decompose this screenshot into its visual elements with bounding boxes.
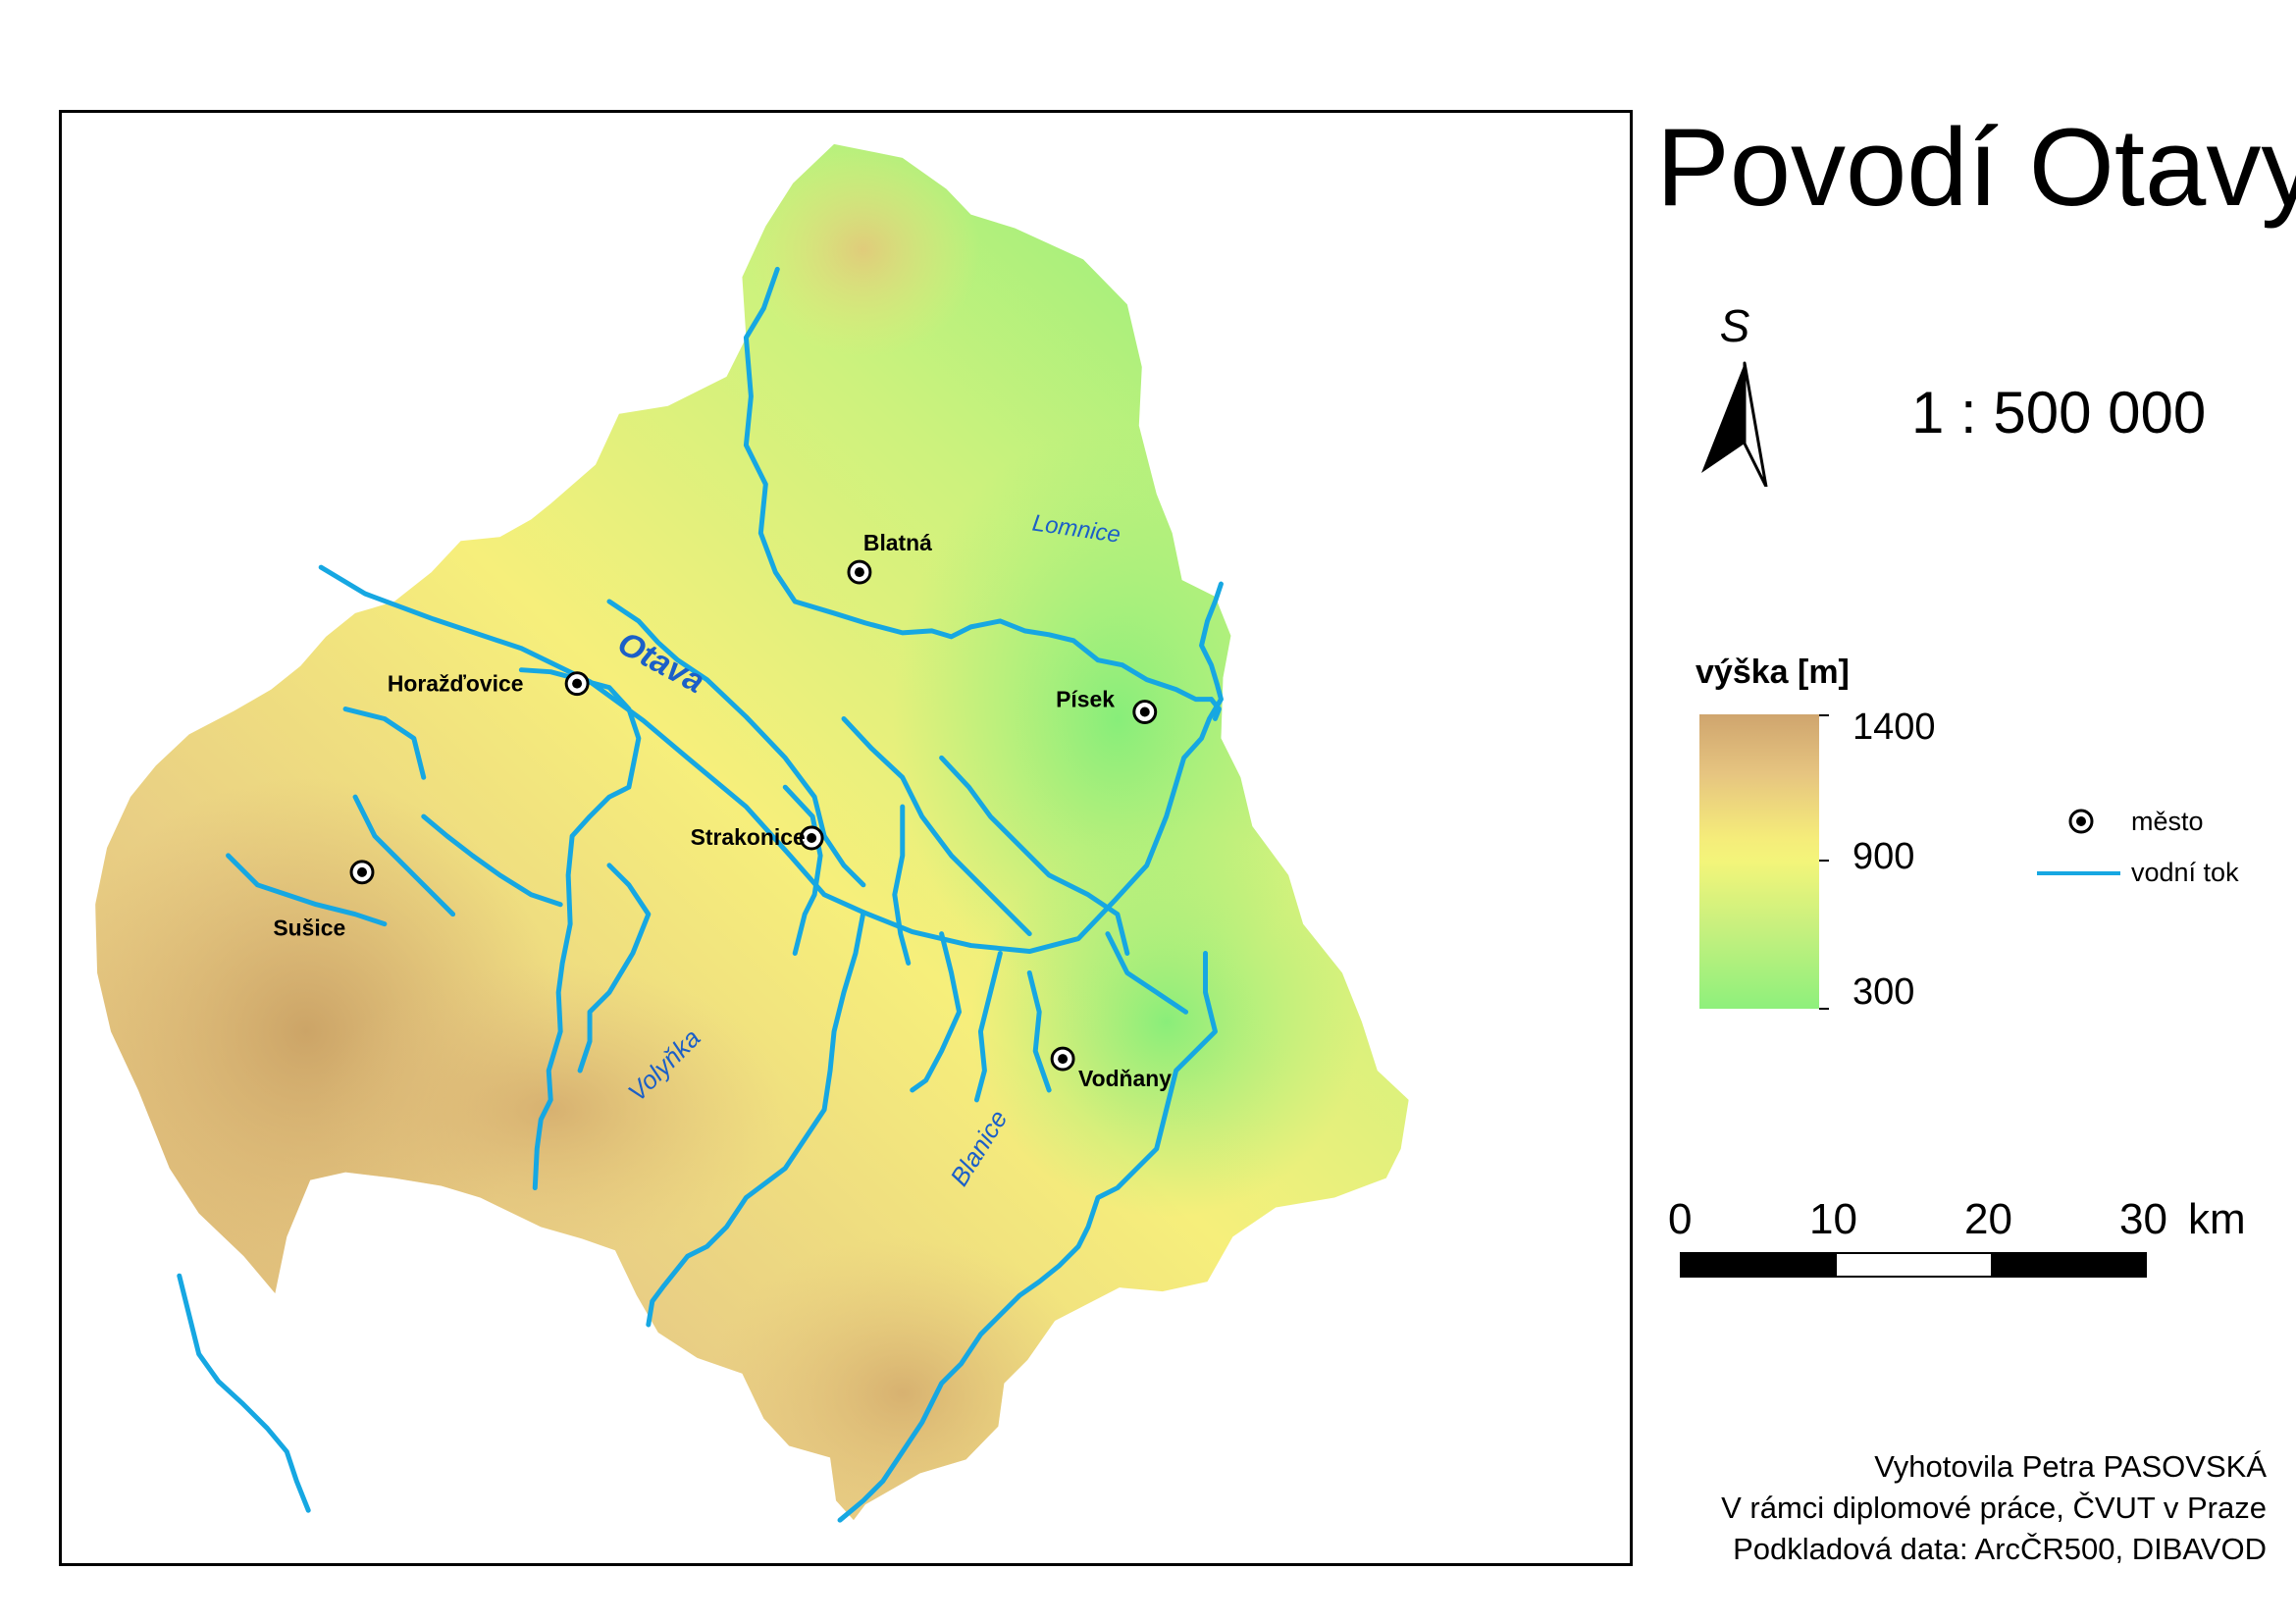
river-trib-2 [782, 784, 823, 957]
city-label-strakonice: Strakonice [691, 824, 806, 850]
river-otava [318, 564, 1224, 955]
river-volynka [518, 667, 642, 1191]
river-trib-7 [342, 707, 427, 780]
scale-unit: km [2188, 1195, 2246, 1243]
city-label-vodnany: Vodňany [1078, 1066, 1172, 1091]
river-trib-10 [910, 931, 963, 1093]
city-label-pisek: Písek [1056, 687, 1115, 712]
river-vydra [177, 1273, 311, 1513]
north-arrow-letter: S [1720, 300, 1750, 351]
city-label-susice: Sušice [273, 916, 345, 941]
scale-ratio: 1 : 500 000 [1911, 380, 2207, 445]
city-marker-susice [349, 860, 375, 885]
city-marker-blatna [847, 559, 872, 585]
elevation-tick-high [1819, 714, 1829, 716]
river-volynka-main [646, 910, 866, 1328]
legend-city-label: město [2131, 807, 2204, 836]
river-trib-6 [421, 813, 563, 908]
city-marker-strakonice [799, 825, 824, 851]
city-labels: Blatná Horažďovice Písek Strakonice Suši… [273, 530, 1172, 1091]
scale-label-10: 10 [1809, 1195, 1857, 1243]
city-marker-pisek [1132, 700, 1158, 724]
city-label-blatna: Blatná [863, 530, 932, 555]
scale-bar [1680, 1252, 2147, 1278]
credits-data-source: Podkladová data: ArcČR500, DIBAVOD [1733, 1532, 2267, 1566]
scale-label-0: 0 [1668, 1195, 1693, 1243]
city-symbol-icon [2068, 809, 2094, 834]
city-label-horazdovice: Horažďovice [388, 671, 524, 697]
scale-bar-segment-1 [1682, 1254, 1837, 1276]
elevation-tick-low [1819, 1008, 1829, 1010]
scale-bar-segment-2 [1836, 1254, 1991, 1276]
river-blanice [837, 951, 1218, 1523]
north-arrow-icon: S [1701, 300, 1768, 487]
river-blanice-trib [1105, 931, 1189, 1015]
elevation-surface [95, 143, 1409, 1521]
scale-label-20: 20 [1964, 1195, 2012, 1243]
elevation-label-mid: 900 [1852, 836, 1915, 877]
river-upper-east [1208, 697, 1222, 721]
river-symbol-icon [2037, 871, 2120, 875]
elevation-color-ramp [1699, 714, 1819, 1009]
river-trib-11 [973, 951, 1003, 1103]
map-title: Povodí Otavy [1656, 106, 2296, 229]
credits-thesis: V rámci diplomové práce, ČVUT v Praze [1721, 1491, 2267, 1525]
credits: Vyhotovila Petra PASOVSKÁ V rámci diplom… [1721, 1446, 2267, 1570]
scale-bar-segment-3 [1990, 1254, 2145, 1276]
city-marker-horazdovice [564, 671, 590, 697]
river-trib-9 [352, 794, 456, 917]
legend-river-label: vodní tok [2131, 858, 2239, 887]
elevation-label-low: 300 [1852, 971, 1915, 1013]
map-frame: Blatná Horažďovice Písek Strakonice Suši… [59, 110, 1633, 1566]
city-marker-vodnany [1050, 1046, 1075, 1072]
elevation-label-high: 1400 [1852, 707, 1936, 748]
credits-author: Vyhotovila Petra PASOVSKÁ [1874, 1449, 2267, 1484]
river-trib-4 [939, 755, 1130, 957]
elevation-tick-mid [1819, 860, 1829, 862]
scale-label-30: 30 [2119, 1195, 2167, 1243]
river-trib-3 [892, 804, 912, 966]
river-network [177, 266, 1224, 1523]
elevation-legend-title: výška [m] [1696, 654, 1850, 691]
river-trib-12 [1026, 969, 1052, 1093]
river-trib-1 [841, 716, 1032, 937]
river-trib-8 [226, 853, 388, 927]
basin-map[interactable]: Blatná Horažďovice Písek Strakonice Suši… [62, 113, 1630, 1563]
river-lomnice [743, 266, 1214, 703]
river-otava-upper [606, 599, 866, 888]
city-markers [349, 559, 1158, 1072]
river-trib-5 [577, 863, 652, 1073]
